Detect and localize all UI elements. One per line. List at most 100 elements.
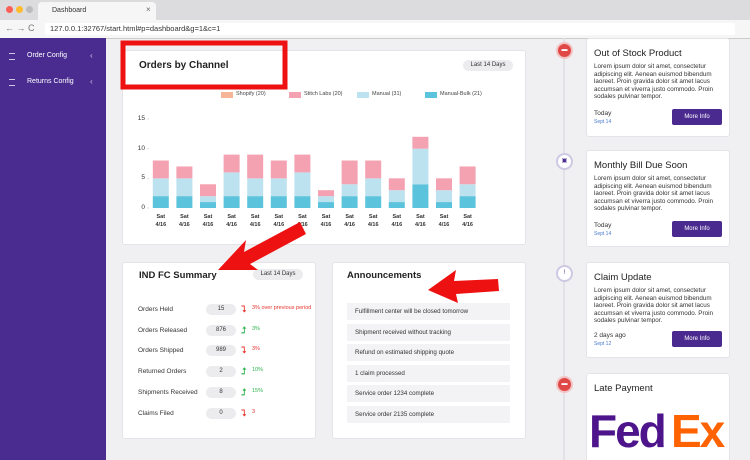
bar-segment: [200, 202, 216, 208]
minimize-dot[interactable]: [16, 6, 23, 13]
highlight-box: [120, 40, 288, 90]
x-tick-label: Sat 4/16: [297, 214, 308, 228]
bar-segment: [388, 178, 405, 191]
bar-segment: [318, 190, 334, 197]
bar-segment: [200, 196, 216, 203]
timeline-card: Monthly Bill Due Soon Lorem ipsum dolor s…: [586, 150, 730, 247]
change-text: 3%: [252, 325, 260, 332]
row-label: Shipments Received: [138, 388, 198, 396]
legend-label: Shopify (20): [236, 91, 266, 97]
bar-segment: [388, 190, 405, 203]
menu-caret: ‹: [90, 77, 93, 86]
announcement-item: Shipment received without tracking: [347, 323, 510, 341]
bar-segment: [436, 202, 452, 208]
x-tick-label: Sat 4/16: [344, 214, 355, 228]
bar-segment: [176, 178, 193, 197]
tab-title: Dashboard: [52, 7, 87, 14]
url: 127.0.0.1:32767/start.html#p=dashboard&g…: [50, 24, 221, 33]
timeline-icon: ▣: [556, 153, 573, 170]
range-button[interactable]: Last 14 Days: [463, 60, 513, 71]
summary-card: IND FC Summary Last 14 Days Orders Held 1…: [122, 262, 316, 439]
row-label: Orders Held: [138, 306, 174, 313]
timeline-title: Out of Stock Product: [594, 48, 682, 59]
arrow: [218, 222, 306, 270]
summary-title: IND FC Summary: [139, 270, 217, 281]
more-info-button[interactable]: More Info: [672, 331, 722, 347]
trend-arrow: ⮧: [241, 345, 247, 356]
announcement-item: Fulfillment center will be closed tomorr…: [347, 303, 510, 320]
bar-segment: [294, 154, 311, 173]
bar-segment: [318, 196, 334, 203]
timeline-date: Sept 12: [594, 341, 612, 347]
timeline-body: Lorem ipsum dolor sit amet, consectetur …: [594, 287, 713, 325]
timeline-title: Monthly Bill Due Soon: [594, 160, 688, 171]
bar-segment: [436, 190, 452, 203]
x-tick-label: Sat 4/16: [179, 214, 190, 228]
timeline-when: 2 days ago: [594, 332, 626, 339]
value-pill: 876: [206, 324, 236, 336]
legend-label: Manual (31): [372, 91, 402, 97]
legend-label: Manual-Bulk (21): [440, 91, 482, 97]
value-pill: 8: [206, 386, 236, 398]
bar-segment: [365, 178, 382, 197]
more-info-button[interactable]: More Info: [672, 109, 722, 125]
row-label: Claims Filed: [138, 409, 174, 417]
x-tick-label: Sat 4/16: [226, 214, 237, 228]
legend-swatch: [425, 92, 437, 98]
bar-segment: [318, 202, 334, 208]
announcement-item: Refund on estimated shipping quote: [347, 344, 510, 362]
tab-close[interactable]: ×: [146, 5, 151, 14]
timeline-icon: ▬: [556, 42, 573, 59]
trend-arrow: ⮧: [241, 304, 247, 314]
close-dot[interactable]: [6, 6, 13, 13]
x-tick-label: Sat 4/16: [320, 214, 332, 228]
bar-segment: [176, 166, 193, 179]
more-info-button[interactable]: More Info: [672, 221, 722, 237]
zoom-dot[interactable]: [26, 6, 33, 13]
menu-item[interactable]: Order Config: [27, 52, 68, 59]
bar-segment: [152, 196, 169, 208]
address-bar: ← → C 127.0.0.1:32767/start.html#p=dashb…: [0, 20, 750, 39]
logo-fed: Fed: [589, 405, 667, 457]
menu-icon: [9, 53, 15, 60]
bar-segment: [247, 154, 264, 179]
bar-segment: [247, 196, 264, 208]
bar-segment: [247, 178, 264, 197]
timeline-when: Today: [594, 110, 612, 117]
timeline-body: Lorem ipsum dolor sit amet, consectetur …: [594, 63, 713, 101]
arrow: [428, 270, 499, 303]
button-label: More Info: [684, 336, 710, 342]
value-pill: 2: [206, 366, 236, 378]
bar-segment: [412, 136, 429, 149]
sidebar: Order Config ‹ Returns Config ‹: [0, 38, 106, 460]
timeline-body: Lorem ipsum dolor sit amet, consectetur …: [594, 175, 713, 213]
tab[interactable]: Dashboard ×: [38, 2, 156, 20]
x-tick-label: Sat 4/16: [202, 214, 214, 228]
url-field[interactable]: 127.0.0.1:32767/start.html#p=dashboard&g…: [45, 23, 735, 35]
menu-icon: [9, 79, 15, 86]
x-tick-label: Sat 4/16: [438, 214, 450, 228]
bar-segment: [270, 160, 287, 179]
button-label: More Info: [684, 226, 710, 232]
announcement-item: 1 claim processed: [347, 364, 510, 382]
chart-plot: [147, 118, 476, 209]
legend-swatch: [289, 92, 301, 98]
chart-title: Orders by Channel: [139, 60, 229, 71]
bar-segment: [294, 196, 311, 208]
x-tick-label: Sat 4/16: [367, 214, 379, 228]
bar-segment: [341, 184, 358, 197]
nav-buttons[interactable]: ← → C: [5, 23, 35, 33]
timeline-card: Late Payment Fed Ex: [586, 373, 730, 460]
bar-segment: [270, 178, 287, 197]
announcements-card: Announcements Fulfillment center will be…: [332, 262, 526, 439]
trend-arrow: ⮥: [241, 386, 247, 397]
change-text: 3% over previous period: [252, 305, 312, 311]
bar-segment: [365, 196, 382, 208]
range-button[interactable]: Last 14 Days: [253, 269, 303, 280]
menu-item[interactable]: Returns Config: [27, 78, 74, 85]
y-tick-label: 10: [137, 144, 145, 152]
menu-caret: ‹: [90, 51, 93, 60]
row-label: Orders Shipped: [138, 347, 184, 355]
change-text: 3: [252, 408, 256, 415]
